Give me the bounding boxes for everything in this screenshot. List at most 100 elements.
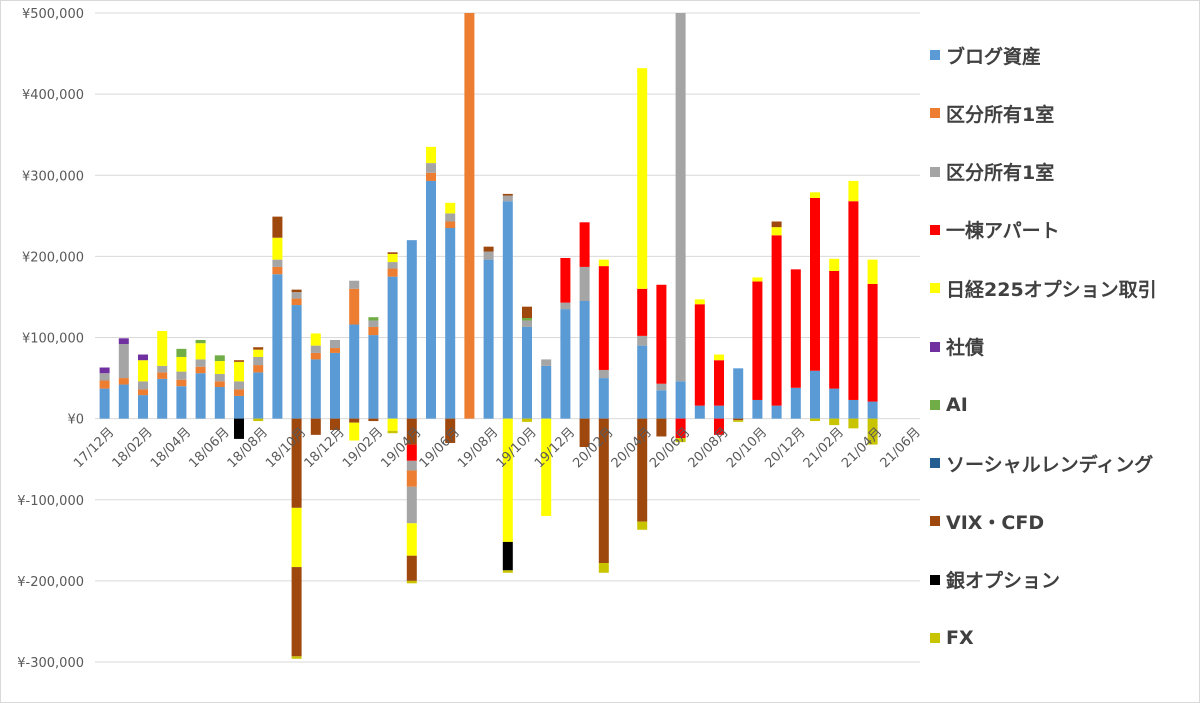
bar-segment [118, 378, 129, 385]
bar-segment [195, 343, 206, 360]
bar-segment [368, 317, 379, 321]
legend-label: 日経225オプション取引 [946, 278, 1157, 301]
bar-segment [214, 374, 225, 382]
bar-segment [291, 298, 302, 306]
bar-segment [310, 352, 321, 360]
x-tick-label: 17/12月 [71, 425, 117, 471]
legend-swatch [930, 224, 940, 235]
bar-segment [291, 507, 302, 568]
bar-segment [214, 386, 225, 419]
bar-segment [310, 418, 321, 435]
x-tick-label: 21/02月 [801, 425, 847, 471]
x-tick-label: 21/06月 [878, 425, 924, 471]
bar-segment [579, 222, 590, 267]
bar-segment [637, 345, 648, 419]
legend-label: 一棟アパート [946, 220, 1060, 243]
bar-segment [656, 284, 667, 384]
bar-segment [579, 266, 590, 301]
bar-segment [291, 567, 302, 657]
bar-segment [637, 521, 648, 530]
bar-segment [752, 399, 763, 419]
bar-segment [714, 354, 724, 361]
legend-item: 一棟アパート [930, 217, 1060, 243]
x-tick-label: 18/10月 [263, 425, 309, 471]
legend-swatch [930, 166, 940, 177]
bar-segment [848, 418, 859, 429]
bar-segment [406, 555, 417, 581]
bar-segment [99, 367, 110, 374]
bar-segment [656, 390, 667, 419]
bar-segment [253, 347, 264, 350]
x-tick-label: 18/12月 [302, 425, 348, 471]
legend-label: ブログ資産 [946, 45, 1042, 68]
bar-segment [426, 172, 436, 181]
bar-segment [752, 281, 763, 400]
bar-segment [541, 359, 552, 366]
bar-segment [637, 335, 648, 346]
bar-segment [214, 355, 225, 362]
bar-segment [579, 418, 590, 448]
bar-segment [195, 339, 206, 344]
bar-segment [253, 356, 264, 366]
bar-segment [867, 418, 878, 445]
bar-segment [483, 246, 494, 252]
bar-segment [195, 359, 206, 367]
legend-label: AI [946, 393, 968, 416]
legend-item: ブログ資産 [930, 42, 1041, 68]
bar-segment [387, 276, 398, 419]
bar-segment [522, 326, 532, 419]
x-tick-label: 21/04月 [839, 425, 885, 471]
legend-item: VIX・CFD [930, 508, 1044, 534]
bar-segment [752, 277, 763, 282]
bar-segment [426, 146, 436, 164]
bar-segment [291, 418, 302, 508]
bar-segment [291, 656, 302, 659]
bar-segment [522, 320, 532, 327]
bar-segment [234, 381, 244, 390]
bar-segment [714, 360, 724, 406]
bar-segment [790, 387, 801, 419]
bar-segment [195, 366, 206, 374]
bar-segment [99, 373, 110, 381]
bar-segment [502, 201, 513, 419]
legend-swatch [930, 516, 940, 527]
legend-swatch [930, 283, 940, 294]
bar-segment [445, 202, 456, 214]
bar-segment [502, 418, 513, 542]
bar-segment [541, 365, 552, 419]
legend-label: ソーシャルレンディング [946, 453, 1154, 476]
x-tick-label: 18/02月 [110, 425, 156, 471]
bar-segment [272, 237, 283, 260]
bar-segment [99, 388, 110, 419]
bar-segment [560, 257, 571, 303]
bar-segment [157, 365, 168, 373]
bar-segment [310, 345, 321, 353]
bar-segment [272, 259, 283, 267]
bar-segment [138, 354, 148, 361]
bar-segment [176, 379, 187, 387]
bar-segment [694, 405, 705, 419]
bar-segment [733, 418, 744, 421]
bar-segment [714, 418, 724, 435]
bar-segment [502, 193, 513, 196]
bar-segment [656, 383, 667, 391]
bar-segment [598, 266, 609, 370]
bar-segment [598, 259, 609, 267]
x-tick-label: 20/12月 [762, 425, 808, 471]
legend-item: AI [930, 392, 968, 418]
bar-segment [406, 444, 417, 461]
legend-swatch [930, 458, 940, 469]
bar-segment [272, 266, 283, 275]
bar-segment [406, 470, 417, 487]
legend-label: VIX・CFD [946, 511, 1045, 534]
y-tick-label: ¥0 [67, 413, 84, 428]
bar-segment [848, 180, 859, 202]
bar-segment [406, 580, 417, 584]
bar-segment [867, 401, 878, 419]
bar-segment [157, 331, 168, 366]
bar-segment [771, 235, 782, 406]
bar-segment [522, 306, 532, 319]
bar-segment [694, 299, 705, 305]
bar-segment [675, 438, 686, 443]
